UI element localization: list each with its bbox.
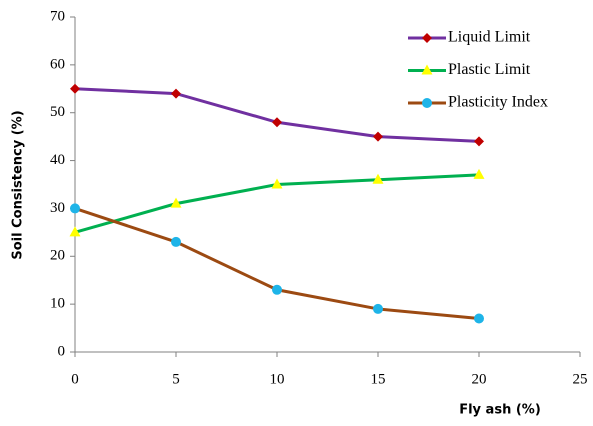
y-tick-label: 40 — [50, 152, 65, 168]
marker — [474, 136, 484, 147]
marker — [70, 83, 80, 94]
y-tick-label: 10 — [50, 296, 65, 312]
x-tick-label: 25 — [573, 371, 588, 387]
series-line — [74, 207, 480, 320]
y-tick-label: 20 — [50, 248, 65, 264]
legend-marker — [421, 64, 433, 75]
marker — [474, 313, 484, 324]
y-tick-label: 30 — [50, 200, 65, 216]
marker — [473, 168, 485, 179]
marker — [170, 197, 182, 208]
marker — [171, 88, 181, 99]
series-line — [74, 87, 480, 143]
x-axis-title: Fly ash (%) — [459, 403, 541, 418]
marker — [70, 203, 80, 214]
marker — [373, 131, 383, 142]
marker — [272, 117, 282, 128]
y-tick-label: 60 — [50, 56, 65, 72]
y-tick-label: 50 — [50, 104, 65, 120]
marker — [171, 236, 181, 247]
marker — [373, 303, 383, 314]
marker — [271, 178, 283, 189]
marker — [272, 284, 282, 295]
y-tick-label: 70 — [50, 8, 65, 24]
legend-label: Liquid Limit — [448, 29, 531, 46]
legend-label: Plastic Limit — [448, 61, 531, 78]
y-axis-title: Soil Consistency (%) — [11, 110, 26, 259]
marker — [69, 226, 81, 237]
x-tick-label: 10 — [270, 371, 285, 387]
legend-label: Plasticity Index — [448, 94, 548, 111]
x-tick-label: 5 — [172, 371, 180, 387]
x-tick-label: 0 — [71, 371, 79, 387]
y-tick-label: 0 — [58, 343, 66, 359]
marker — [372, 173, 384, 184]
x-tick-label: 20 — [472, 371, 487, 387]
legend-marker — [422, 98, 432, 108]
x-tick-label: 15 — [371, 371, 386, 387]
legend-marker — [422, 33, 432, 43]
